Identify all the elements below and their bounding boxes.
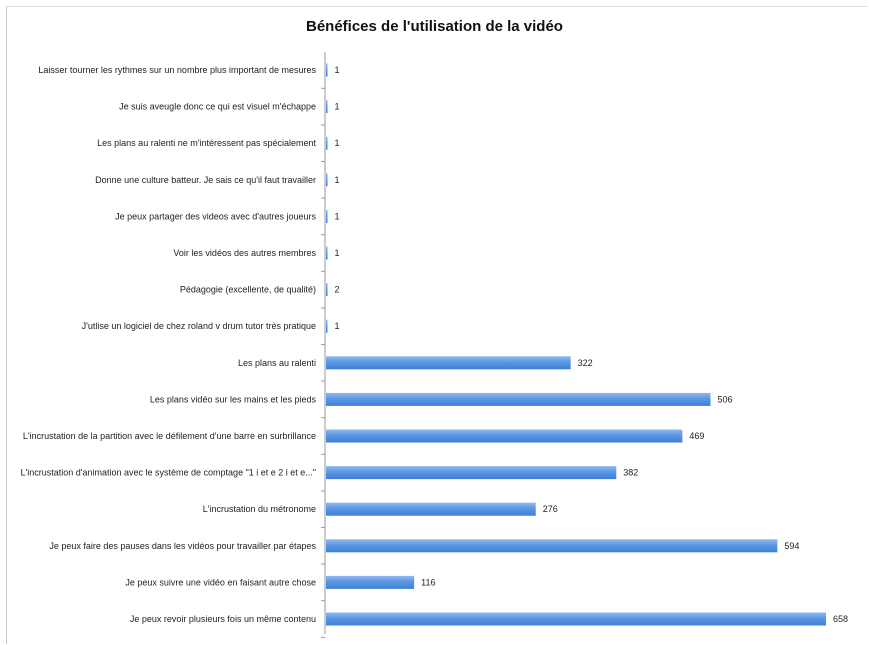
chart-title: Bénéfices de l'utilisation de la vidéo <box>306 18 563 35</box>
bar <box>326 392 711 406</box>
bar <box>326 136 328 150</box>
category-label: Laisser tourner les rythmes sur un nombr… <box>38 65 316 75</box>
value-label: 1 <box>335 65 340 75</box>
value-label: 1 <box>335 102 340 112</box>
bar <box>326 100 328 114</box>
category-label: Les plans au ralenti <box>238 358 316 368</box>
value-label: 469 <box>689 431 704 441</box>
value-label: 658 <box>833 614 848 624</box>
bar <box>326 319 328 333</box>
category-label: L'incrustation du métronome <box>203 504 316 514</box>
category-label: Je peux faire des pauses dans les vidéos… <box>49 541 316 551</box>
category-label: L'incrustation d'animation avec le systè… <box>21 468 316 478</box>
value-label: 1 <box>335 175 340 185</box>
value-label: 1 <box>335 248 340 258</box>
category-label: J'utlise un logiciel de chez roland v dr… <box>82 321 316 331</box>
value-label: 2 <box>335 285 340 295</box>
value-label: 382 <box>623 468 638 478</box>
bar <box>326 575 415 589</box>
bar <box>326 466 617 480</box>
bar <box>326 63 328 77</box>
value-label: 1 <box>335 321 340 331</box>
category-label: Donne une culture batteur. Je sais ce qu… <box>95 175 316 185</box>
category-label: Pédagogie (excellente, de qualité) <box>180 285 316 295</box>
value-label: 1 <box>335 138 340 148</box>
bar <box>326 209 328 223</box>
value-label: 116 <box>421 577 435 587</box>
category-label: Je peux suivre une vidéo en faisant autr… <box>125 577 316 587</box>
bar <box>326 502 536 516</box>
category-label: Les plans au ralenti ne m'intéressent pa… <box>97 138 316 148</box>
chart-frame <box>6 6 868 644</box>
bar <box>326 356 571 370</box>
value-label: 594 <box>784 541 799 551</box>
category-label: Les plans vidéo sur les mains et les pie… <box>150 394 317 404</box>
bar <box>326 539 778 553</box>
bar <box>326 173 328 187</box>
category-label: L'incrustation de la partition avec le d… <box>23 431 316 441</box>
bar <box>326 246 328 260</box>
value-label: 1 <box>335 211 340 221</box>
value-label: 506 <box>717 394 732 404</box>
value-label: 276 <box>543 504 558 514</box>
category-label: Je peux partager des videos avec d'autre… <box>115 211 316 221</box>
value-label: 322 <box>578 358 593 368</box>
bar <box>326 612 826 626</box>
category-label: Je peux revoir plusieurs fois un même co… <box>130 614 316 624</box>
bar <box>326 429 683 443</box>
category-label: Voir les vidéos des autres membres <box>173 248 316 258</box>
bar <box>326 283 328 297</box>
category-label: Je suis aveugle donc ce qui est visuel m… <box>119 102 316 112</box>
